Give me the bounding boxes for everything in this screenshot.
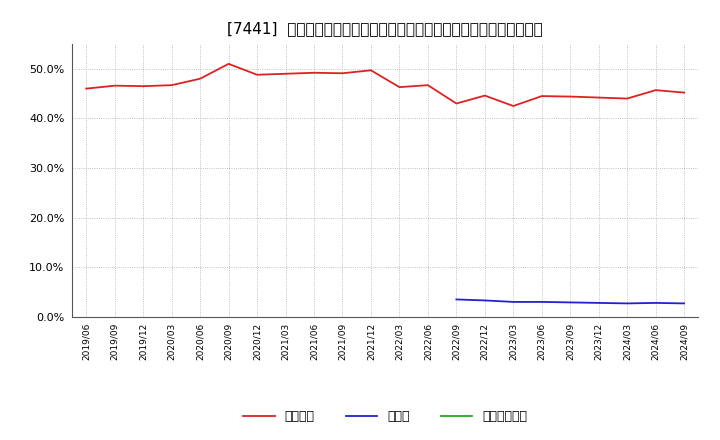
- 自己資本: [566, 94, 575, 99]
- Line: のれん: のれん: [456, 300, 684, 304]
- 自己資本: [225, 61, 233, 66]
- のれん: [595, 300, 603, 305]
- のれん: [623, 301, 631, 306]
- 自己資本: [253, 72, 261, 77]
- 自己資本: [366, 68, 375, 73]
- のれん: [509, 299, 518, 304]
- 自己資本: [423, 83, 432, 88]
- のれん: [537, 299, 546, 304]
- のれん: [652, 300, 660, 305]
- 自己資本: [509, 103, 518, 109]
- 自己資本: [82, 86, 91, 91]
- 自己資本: [196, 76, 204, 81]
- のれん: [452, 297, 461, 302]
- 自己資本: [282, 71, 290, 77]
- Legend: 自己資本, のれん, 繰延税金資産: 自己資本, のれん, 繰延税金資産: [243, 411, 527, 423]
- 自己資本: [595, 95, 603, 100]
- Line: 自己資本: 自己資本: [86, 64, 684, 106]
- 自己資本: [652, 88, 660, 93]
- 自己資本: [537, 93, 546, 99]
- のれん: [566, 300, 575, 305]
- 自己資本: [338, 71, 347, 76]
- 自己資本: [452, 101, 461, 106]
- Title: [7441]  自己資本、のれん、繰延税金資産の総資産に対する比率の推移: [7441] 自己資本、のれん、繰延税金資産の総資産に対する比率の推移: [228, 21, 543, 36]
- 自己資本: [139, 84, 148, 89]
- 自己資本: [395, 84, 404, 90]
- 自己資本: [310, 70, 318, 75]
- 自己資本: [480, 93, 489, 98]
- のれん: [480, 298, 489, 303]
- 自己資本: [110, 83, 119, 88]
- 自己資本: [623, 96, 631, 101]
- 自己資本: [680, 90, 688, 95]
- のれん: [680, 301, 688, 306]
- 自己資本: [167, 83, 176, 88]
